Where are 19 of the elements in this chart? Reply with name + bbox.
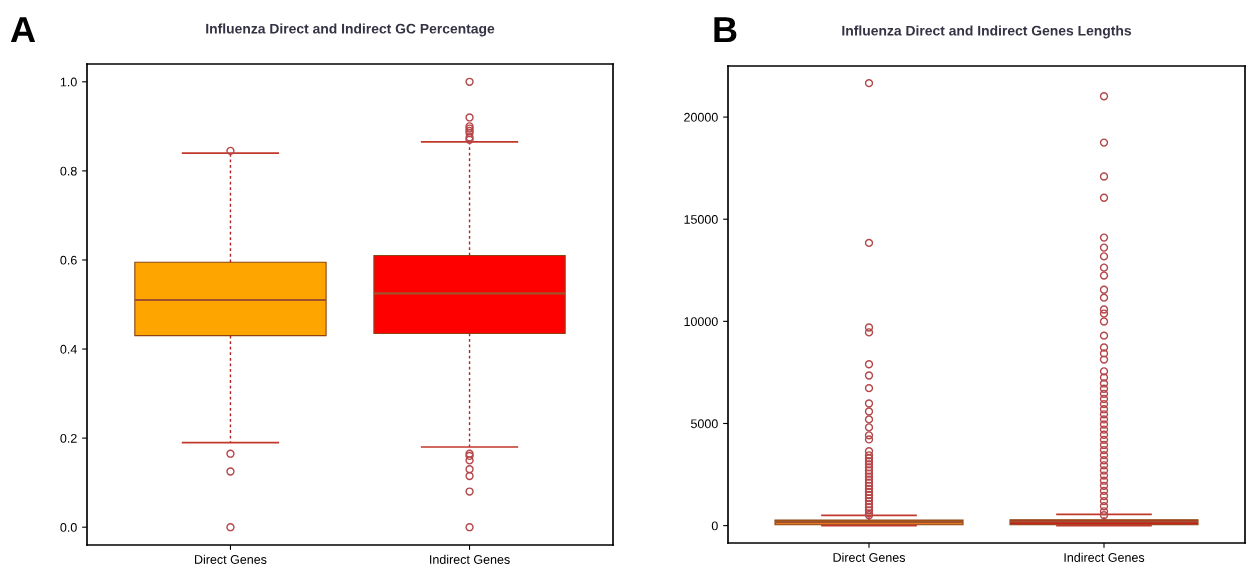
chart-title: Influenza Direct and Indirect GC Percentage (206, 23, 495, 37)
y-tick-label: 0 (711, 521, 718, 531)
y-tick-label: 1.0 (60, 77, 77, 87)
y-tick-label: 0.6 (60, 255, 77, 265)
chart-title: Influenza Direct and Indirect Genes Lengths (842, 25, 1132, 39)
y-tick-label: 20000 (684, 112, 718, 122)
y-tick-label: 5000 (690, 419, 718, 429)
text: A (10, 17, 36, 42)
x-tick-label: Direct Genes (833, 552, 906, 562)
y-tick-label: 0.2 (60, 433, 77, 443)
y-tick-label: 15000 (684, 215, 718, 224)
x-tick-label: Indirect Genes (430, 554, 510, 564)
y-tick-label: 0.4 (60, 344, 77, 354)
y-tick-label: 0.8 (60, 166, 77, 176)
x-tick-label: Direct Genes (195, 554, 267, 564)
x-tick-label: Indirect Genes (1064, 552, 1145, 562)
y-tick-label: 10000 (684, 317, 718, 327)
text: B (714, 17, 737, 42)
y-tick-label: 0.0 (60, 522, 77, 532)
